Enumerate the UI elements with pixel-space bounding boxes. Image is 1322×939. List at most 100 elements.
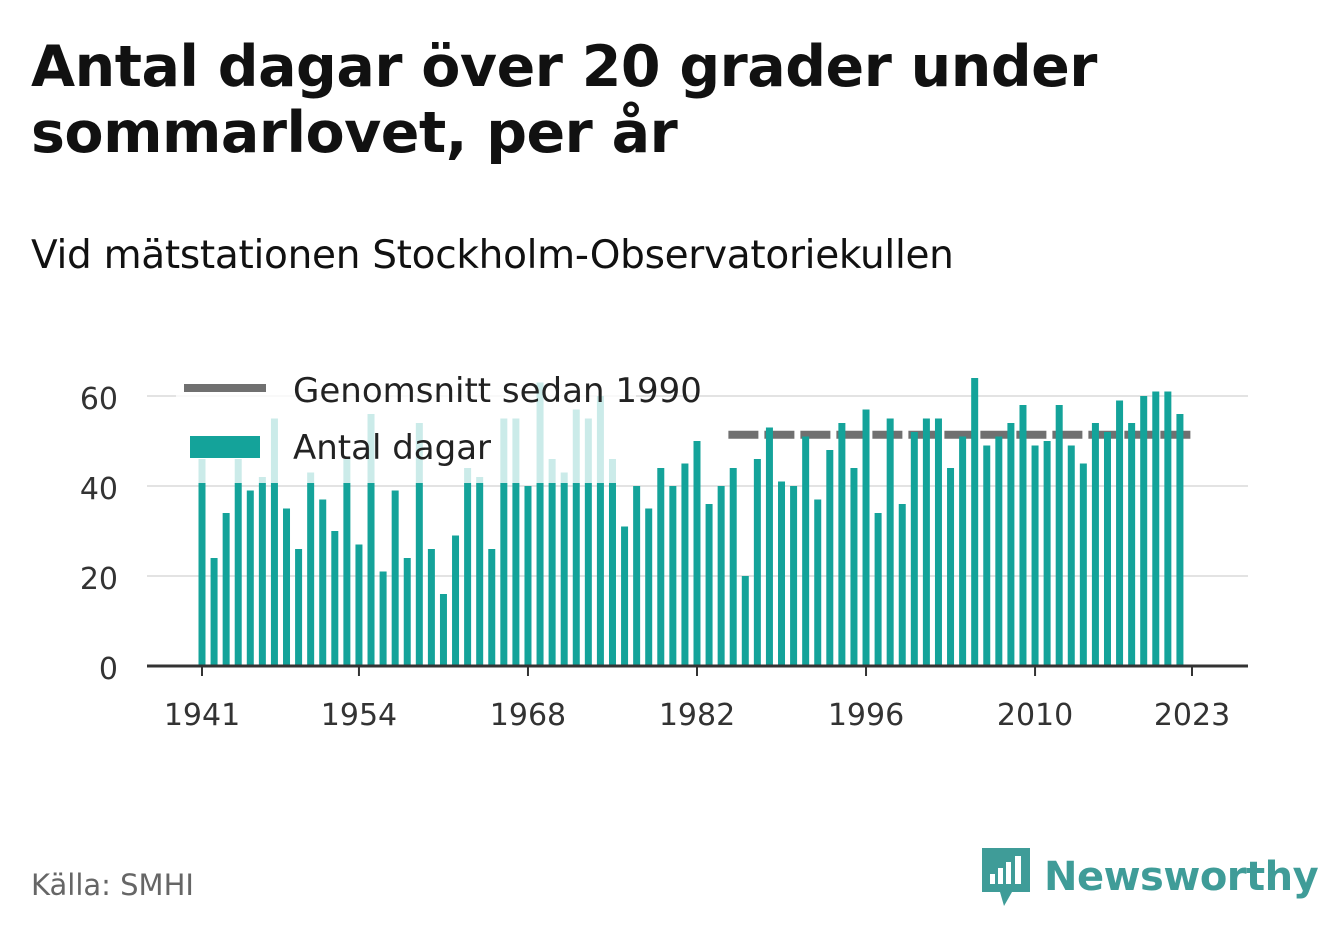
brand-name: Newsworthy [1044, 854, 1319, 900]
bar [802, 436, 810, 666]
bar [319, 499, 327, 666]
bar [560, 472, 568, 666]
bar [790, 486, 798, 666]
bar [765, 427, 773, 666]
bar [210, 558, 218, 666]
bar [741, 576, 749, 666]
bar [971, 378, 979, 666]
bar [307, 472, 315, 666]
bar [729, 468, 737, 666]
bar [1019, 405, 1027, 666]
bar [705, 504, 713, 666]
bar [1067, 445, 1075, 666]
bar [1128, 423, 1136, 666]
bar [476, 477, 484, 666]
bar [910, 432, 918, 666]
y-tick-label: 20 [80, 562, 118, 597]
bar [584, 418, 592, 666]
bar [500, 418, 508, 666]
x-tick-label: 1968 [490, 698, 566, 733]
x-tick-label: 1941 [164, 698, 240, 733]
bar [753, 459, 761, 666]
bar [234, 459, 242, 666]
bar [778, 481, 786, 666]
bar [1103, 432, 1111, 666]
bar [270, 418, 278, 666]
bar [922, 418, 930, 666]
chart-title: Antal dagar över 20 grader under sommarl… [31, 34, 1097, 166]
bar [693, 441, 701, 666]
bar [246, 490, 254, 666]
bar [850, 468, 858, 666]
bar [995, 436, 1003, 666]
bar [452, 535, 460, 666]
bar [947, 468, 955, 666]
x-tick-label: 2010 [997, 698, 1073, 733]
bar [717, 486, 725, 666]
bar [464, 468, 472, 666]
bar [1140, 396, 1148, 666]
bar [367, 414, 375, 666]
legend-swatch-bars [190, 436, 260, 458]
bar [1079, 463, 1087, 666]
bar [1152, 391, 1160, 666]
bar [1176, 414, 1184, 666]
bar [826, 450, 834, 666]
bar [283, 508, 291, 666]
bar [1055, 405, 1063, 666]
bar [874, 513, 882, 666]
bar [934, 418, 942, 666]
newsworthy-logo: Newsworthy [982, 848, 1319, 906]
bar [1031, 445, 1039, 666]
bar [439, 594, 447, 666]
bar [1007, 423, 1015, 666]
x-tick-label: 2023 [1154, 698, 1230, 733]
bar [814, 499, 822, 666]
bar [645, 508, 653, 666]
bar [198, 459, 206, 666]
bar [548, 459, 556, 666]
bar [572, 409, 580, 666]
bar [681, 463, 689, 666]
bar [621, 526, 629, 666]
bar [295, 549, 303, 666]
bar [355, 544, 363, 666]
bar [1164, 391, 1172, 666]
bar [838, 423, 846, 666]
bar [536, 382, 544, 666]
newsworthy-logo-icon [982, 848, 1030, 906]
bar [524, 486, 532, 666]
bar [1091, 423, 1099, 666]
x-tick-label: 1996 [828, 698, 904, 733]
bar [391, 490, 399, 666]
source-note: Källa: SMHI [31, 868, 194, 902]
bar [633, 486, 641, 666]
bar [222, 513, 230, 666]
bar [343, 459, 351, 666]
bar [657, 468, 665, 666]
bar [886, 418, 894, 666]
bar [862, 409, 870, 666]
bar [898, 504, 906, 666]
bar [983, 445, 991, 666]
y-tick-label: 60 [80, 382, 118, 417]
bar [608, 459, 616, 666]
x-tick-label: 1954 [321, 698, 397, 733]
bar [512, 418, 520, 666]
bar [1043, 441, 1051, 666]
x-tick-label: 1982 [659, 698, 735, 733]
bar [596, 396, 604, 666]
legend-label-bars: Antal dagar [293, 428, 491, 468]
bar [258, 477, 266, 666]
bar [1116, 400, 1124, 666]
bar [379, 571, 387, 666]
bar-chart: 0 20 40 60 Genomsnitt sedan 1990 Antal dagar 1… [79, 371, 1248, 733]
bar [415, 423, 423, 666]
legend-label-average: Genomsnitt sedan 1990 [293, 371, 702, 411]
chart-subtitle: Vid mätstationen Stockholm-Observatoriek… [31, 233, 954, 278]
bar [959, 436, 967, 666]
bar [669, 486, 677, 666]
bar [488, 549, 496, 666]
y-tick-label: 40 [80, 472, 118, 507]
bar [427, 549, 435, 666]
